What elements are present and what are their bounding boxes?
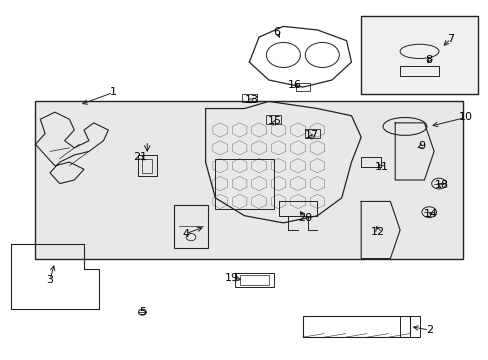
Text: 9: 9 xyxy=(418,141,425,151)
Text: 20: 20 xyxy=(297,212,311,222)
Text: 7: 7 xyxy=(446,34,453,44)
Text: 16: 16 xyxy=(287,80,302,90)
Bar xyxy=(242,94,256,102)
Text: 4: 4 xyxy=(182,229,189,239)
Text: 12: 12 xyxy=(370,227,385,237)
Text: 3: 3 xyxy=(46,275,53,285)
Text: 19: 19 xyxy=(225,273,239,283)
Text: 10: 10 xyxy=(458,112,472,122)
Text: 14: 14 xyxy=(423,209,437,219)
Text: 6: 6 xyxy=(273,27,280,37)
Text: 13: 13 xyxy=(244,95,258,105)
Text: 8: 8 xyxy=(425,55,432,65)
Text: 17: 17 xyxy=(304,130,318,140)
Text: 1: 1 xyxy=(109,87,117,98)
Text: 5: 5 xyxy=(139,307,145,317)
Bar xyxy=(174,205,207,248)
Text: 15: 15 xyxy=(267,116,282,126)
Text: 18: 18 xyxy=(433,180,447,190)
FancyBboxPatch shape xyxy=(35,102,462,258)
Bar xyxy=(399,66,438,76)
Bar xyxy=(239,275,268,285)
Bar xyxy=(137,155,157,176)
FancyBboxPatch shape xyxy=(361,16,477,94)
Bar xyxy=(234,273,273,287)
Bar xyxy=(215,158,273,208)
Bar xyxy=(295,83,309,91)
Bar xyxy=(302,316,409,337)
Bar xyxy=(399,316,419,337)
Text: 2: 2 xyxy=(425,325,432,335)
Bar xyxy=(361,157,380,167)
Bar xyxy=(305,129,319,138)
Text: 11: 11 xyxy=(374,162,388,172)
Bar xyxy=(266,115,281,123)
Bar xyxy=(142,158,152,173)
Text: 21: 21 xyxy=(133,152,147,162)
